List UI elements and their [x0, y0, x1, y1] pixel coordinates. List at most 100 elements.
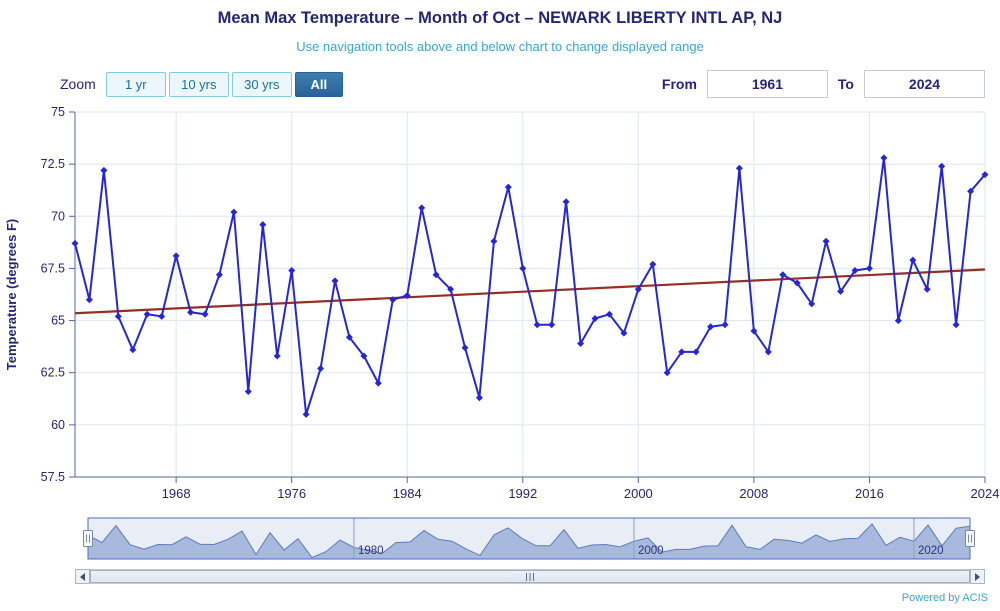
svg-text:57.5: 57.5: [41, 470, 65, 484]
data-point-marker[interactable]: [403, 292, 411, 299]
navigator-right-handle[interactable]: [965, 530, 975, 547]
to-year-input[interactable]: [864, 70, 985, 98]
data-point-marker[interactable]: [317, 365, 325, 372]
data-point-marker[interactable]: [692, 348, 700, 356]
data-point-marker[interactable]: [721, 321, 729, 329]
zoom-button-10yrs[interactable]: 10 yrs: [168, 71, 229, 97]
data-point-marker[interactable]: [143, 310, 151, 318]
data-point-marker[interactable]: [302, 410, 310, 418]
navigator-selected-range[interactable]: [88, 518, 970, 559]
data-point-marker[interactable]: [129, 346, 137, 354]
data-point-marker[interactable]: [837, 287, 845, 295]
data-point-marker[interactable]: [432, 271, 440, 279]
data-point-marker[interactable]: [519, 264, 527, 272]
data-point-marker[interactable]: [345, 333, 353, 341]
data-point-marker[interactable]: [649, 260, 657, 268]
scrollbar-track[interactable]: [90, 569, 970, 584]
svg-text:75: 75: [51, 105, 65, 119]
data-point-marker[interactable]: [952, 321, 960, 329]
data-point-marker[interactable]: [187, 308, 195, 316]
navigator-left-handle[interactable]: [83, 530, 93, 547]
svg-text:2016: 2016: [855, 486, 884, 501]
powered-by-acis: Powered by ACIS: [901, 592, 988, 604]
svg-text:1968: 1968: [162, 486, 191, 501]
zoom-button-1yr[interactable]: 1 yr: [105, 71, 166, 97]
data-point-marker[interactable]: [663, 369, 671, 377]
data-point-marker[interactable]: [389, 296, 397, 304]
from-label: From: [661, 76, 697, 92]
data-point-marker[interactable]: [360, 352, 368, 360]
data-point-marker[interactable]: [707, 323, 715, 331]
data-point-marker[interactable]: [562, 198, 570, 206]
data-point-marker[interactable]: [100, 166, 108, 174]
data-point-marker[interactable]: [259, 221, 267, 229]
zoom-button-all[interactable]: All: [294, 71, 343, 97]
scrollbar-thumb[interactable]: [90, 570, 970, 583]
svg-text:2024: 2024: [971, 486, 1000, 501]
navigator-tick-label: 2000: [638, 545, 664, 557]
svg-text:2008: 2008: [739, 486, 768, 501]
temperature-series[interactable]: [71, 154, 989, 418]
data-point-marker[interactable]: [822, 237, 830, 245]
data-point-marker[interactable]: [533, 321, 541, 329]
zoom-label: Zoom: [60, 76, 96, 92]
data-point-marker[interactable]: [288, 267, 296, 274]
data-point-marker[interactable]: [634, 285, 642, 293]
data-point-marker[interactable]: [981, 171, 989, 179]
data-point-marker[interactable]: [504, 183, 512, 191]
svg-text:62.5: 62.5: [41, 366, 65, 380]
data-point-marker[interactable]: [605, 310, 613, 318]
from-year-input[interactable]: [706, 70, 828, 98]
navigator[interactable]: 1980 2000 2020: [0, 514, 1000, 566]
data-point-marker[interactable]: [880, 154, 888, 162]
data-point-marker[interactable]: [909, 256, 917, 264]
svg-text:1992: 1992: [508, 486, 537, 501]
data-point-marker[interactable]: [418, 204, 426, 212]
data-point-marker[interactable]: [230, 208, 238, 216]
scrollbar-right-button[interactable]: [970, 569, 985, 584]
data-point-marker[interactable]: [851, 267, 859, 274]
zoom-button-group: Zoom 1 yr 10 yrs 30 yrs All: [60, 71, 346, 97]
data-point-marker[interactable]: [750, 327, 758, 335]
data-point-marker[interactable]: [779, 271, 787, 279]
data-point-marker[interactable]: [114, 312, 122, 320]
data-point-marker[interactable]: [201, 310, 209, 318]
right-arrow-icon: [975, 572, 980, 581]
data-point-marker[interactable]: [461, 344, 469, 352]
trend-line[interactable]: [74, 268, 986, 315]
data-point-marker[interactable]: [865, 264, 873, 272]
data-point-marker[interactable]: [447, 285, 455, 293]
data-point-marker[interactable]: [172, 252, 180, 260]
data-point-marker[interactable]: [764, 348, 772, 356]
data-point-marker[interactable]: [967, 187, 975, 195]
navigator-area[interactable]: [88, 523, 970, 559]
data-point-marker[interactable]: [548, 321, 556, 329]
data-point-marker[interactable]: [678, 348, 686, 356]
data-point-marker[interactable]: [793, 279, 801, 287]
data-point-marker[interactable]: [475, 394, 483, 402]
data-point-marker[interactable]: [71, 239, 79, 247]
data-point-marker[interactable]: [923, 285, 931, 293]
gridlines: [75, 111, 986, 478]
data-point-marker[interactable]: [244, 388, 252, 395]
data-point-marker[interactable]: [894, 317, 902, 325]
data-point-marker[interactable]: [374, 379, 382, 387]
data-point-marker[interactable]: [85, 296, 93, 304]
zoom-button-30yrs[interactable]: 30 yrs: [231, 71, 292, 97]
axes: [69, 111, 986, 483]
data-point-marker[interactable]: [735, 164, 743, 172]
data-point-marker[interactable]: [490, 237, 498, 245]
data-point-marker[interactable]: [577, 340, 585, 347]
data-point-marker[interactable]: [215, 271, 223, 279]
data-point-marker[interactable]: [591, 315, 599, 322]
scrollbar-left-button[interactable]: [75, 569, 90, 584]
data-point-marker[interactable]: [938, 162, 946, 170]
data-point-marker[interactable]: [331, 277, 339, 285]
data-point-marker[interactable]: [620, 329, 628, 337]
chart-title: Mean Max Temperature – Month of Oct – NE…: [217, 9, 783, 27]
chart-subtitle: Use navigation tools above and below cha…: [296, 39, 704, 54]
data-point-marker[interactable]: [808, 300, 816, 308]
data-point-marker[interactable]: [158, 312, 166, 320]
axis-labels: 57.5 60 62.5 65 67.5 70 72.5 75 1968 1976 1984 1992…: [41, 105, 1000, 501]
data-point-marker[interactable]: [273, 352, 281, 360]
